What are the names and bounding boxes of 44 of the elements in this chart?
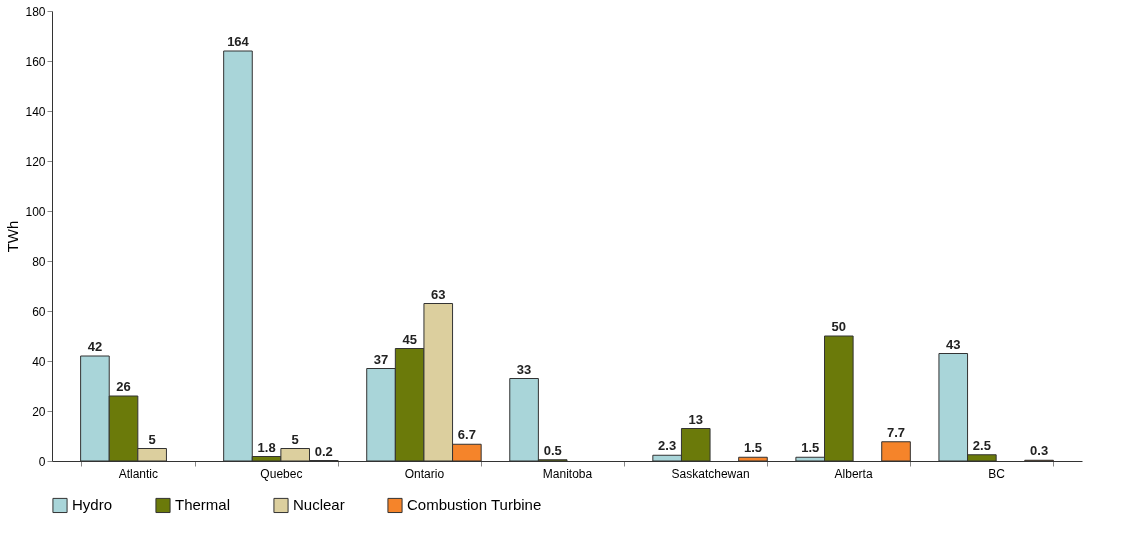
data-label: 2.5 [972, 437, 991, 453]
y-axis-title: TWh [4, 220, 22, 253]
data-label: 43 [946, 336, 961, 352]
y-tick-label: 40 [32, 354, 46, 369]
data-label: 1.8 [257, 439, 276, 455]
y-tick-label: 160 [25, 54, 46, 69]
data-label: 1.5 [801, 440, 820, 456]
data-label: 45 [402, 331, 417, 347]
data-label: 164 [227, 34, 250, 49]
data-label: 26 [116, 379, 131, 394]
legend-label: Nuclear [293, 496, 345, 514]
data-label: 6.7 [457, 427, 476, 443]
x-tick-label: Alberta [834, 466, 873, 481]
legend-label: Combustion Turbine [407, 496, 542, 514]
data-label: 42 [87, 339, 103, 354]
y-tick-label: 60 [32, 304, 46, 319]
x-tick-label: Ontario [404, 466, 445, 481]
legend-label: Hydro [72, 496, 113, 514]
y-tick-label: 20 [32, 404, 46, 419]
data-label: 0.3 [1030, 443, 1049, 459]
data-label: 5 [148, 431, 156, 447]
y-tick-label: 80 [32, 254, 46, 269]
data-label: 1.5 [743, 440, 763, 456]
y-tick-label: 120 [25, 154, 46, 169]
x-tick-label: Saskatchewan [671, 466, 750, 481]
y-tick-label: 140 [25, 104, 46, 119]
x-tick-label: BC [988, 466, 1006, 481]
data-label: 13 [688, 411, 703, 427]
data-label: 33 [516, 361, 532, 377]
y-tick-label: 180 [25, 4, 46, 19]
data-label: 50 [831, 319, 847, 334]
data-label: 0.2 [314, 443, 333, 459]
legend-label: Thermal [175, 496, 231, 514]
data-label: 63 [431, 286, 446, 302]
data-label: 7.7 [886, 424, 906, 440]
y-tick-label: 100 [25, 204, 46, 219]
x-tick-label: Manitoba [542, 466, 593, 481]
y-tick-label: 0 [38, 454, 46, 469]
data-label: 0.5 [543, 442, 562, 458]
x-tick-label: Quebec [260, 466, 303, 481]
data-label: 5 [291, 431, 299, 447]
x-tick-label: Atlantic [118, 466, 159, 481]
data-label: 37 [373, 351, 389, 367]
data-label: 2.3 [658, 438, 677, 454]
